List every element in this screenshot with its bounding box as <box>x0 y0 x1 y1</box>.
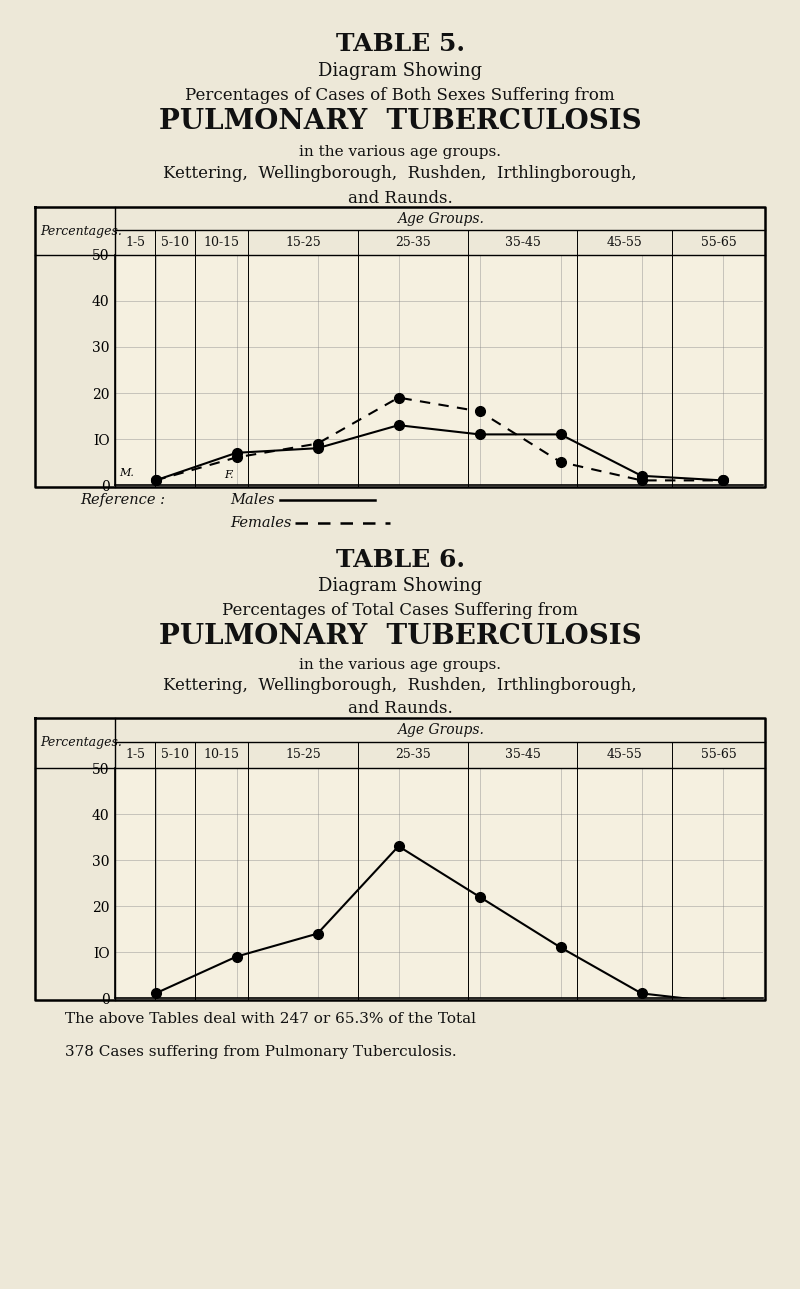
Text: Age Groups.: Age Groups. <box>397 211 483 226</box>
Text: Percentages of Total Cases Suffering from: Percentages of Total Cases Suffering fro… <box>222 602 578 619</box>
Text: F.: F. <box>224 470 234 481</box>
Text: Age Groups.: Age Groups. <box>397 723 483 737</box>
Text: 55-65: 55-65 <box>701 749 736 762</box>
Text: Percentages.: Percentages. <box>40 736 122 749</box>
Text: M.: M. <box>119 468 134 478</box>
Text: 10-15: 10-15 <box>203 236 239 249</box>
Text: 55-65: 55-65 <box>701 236 736 249</box>
Text: TABLE 6.: TABLE 6. <box>335 548 465 572</box>
Text: 378 Cases suffering from Pulmonary Tuberculosis.: 378 Cases suffering from Pulmonary Tuber… <box>65 1045 457 1060</box>
Text: 5-10: 5-10 <box>161 236 189 249</box>
Text: in the various age groups.: in the various age groups. <box>299 657 501 672</box>
Text: and Raunds.: and Raunds. <box>348 189 452 208</box>
Text: 45-55: 45-55 <box>606 749 642 762</box>
Text: Percentages of Cases of Both Sexes Suffering from: Percentages of Cases of Both Sexes Suffe… <box>185 86 615 104</box>
Text: Percentages.: Percentages. <box>40 224 122 237</box>
Text: 35-45: 35-45 <box>505 236 541 249</box>
Text: Males: Males <box>230 492 274 507</box>
Text: Reference :: Reference : <box>80 492 165 507</box>
Text: in the various age groups.: in the various age groups. <box>299 144 501 159</box>
Text: 1-5: 1-5 <box>125 236 145 249</box>
Text: Females: Females <box>230 516 291 530</box>
Text: 45-55: 45-55 <box>606 236 642 249</box>
Text: 25-35: 25-35 <box>395 236 431 249</box>
Text: Kettering,  Wellingborough,  Rushden,  Irthlingborough,: Kettering, Wellingborough, Rushden, Irth… <box>163 677 637 693</box>
Text: Diagram Showing: Diagram Showing <box>318 62 482 80</box>
Text: 15-25: 15-25 <box>285 749 321 762</box>
Text: 10-15: 10-15 <box>203 749 239 762</box>
Text: 15-25: 15-25 <box>285 236 321 249</box>
Text: 5-10: 5-10 <box>161 749 189 762</box>
Text: 35-45: 35-45 <box>505 749 541 762</box>
Text: and Raunds.: and Raunds. <box>348 700 452 717</box>
Text: The above Tables deal with 247 or 65.3% of the Total: The above Tables deal with 247 or 65.3% … <box>65 1012 476 1026</box>
Text: PULMONARY  TUBERCULOSIS: PULMONARY TUBERCULOSIS <box>158 623 642 650</box>
Text: Diagram Showing: Diagram Showing <box>318 577 482 596</box>
Text: Kettering,  Wellingborough,  Rushden,  Irthlingborough,: Kettering, Wellingborough, Rushden, Irth… <box>163 165 637 182</box>
Text: 1-5: 1-5 <box>125 749 145 762</box>
Text: TABLE 5.: TABLE 5. <box>335 32 465 55</box>
Text: 25-35: 25-35 <box>395 749 431 762</box>
Text: PULMONARY  TUBERCULOSIS: PULMONARY TUBERCULOSIS <box>158 108 642 135</box>
